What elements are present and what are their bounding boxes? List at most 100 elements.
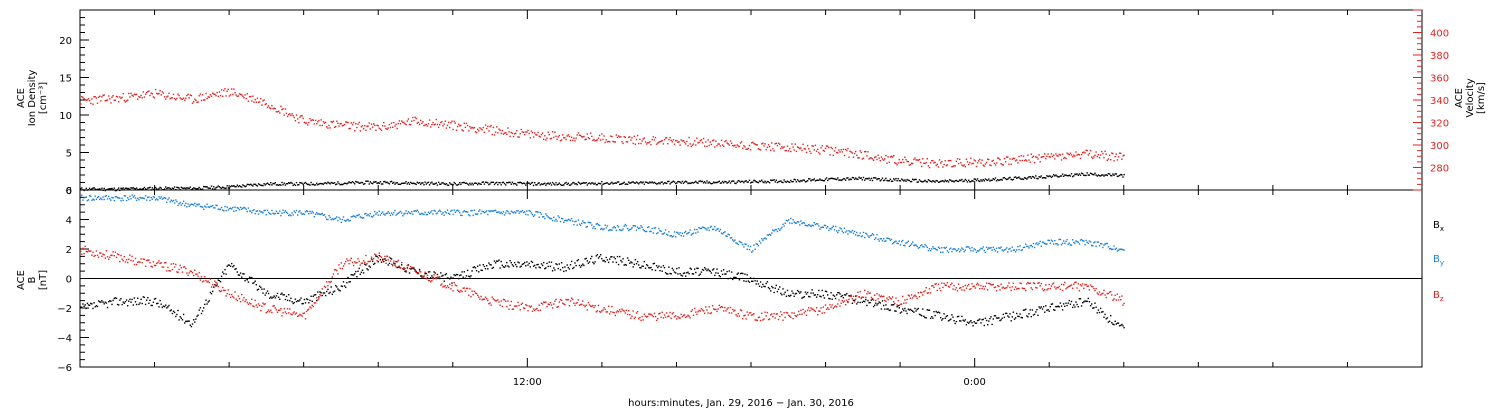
data-point xyxy=(354,261,356,263)
data-point xyxy=(1074,306,1076,308)
data-point xyxy=(891,242,894,245)
data-point xyxy=(507,182,509,184)
data-point xyxy=(319,293,321,296)
data-point xyxy=(351,274,354,276)
data-point xyxy=(932,160,934,162)
data-point xyxy=(1077,283,1079,285)
data-point xyxy=(801,149,803,152)
data-point xyxy=(1014,317,1017,319)
data-point xyxy=(1072,287,1074,289)
data-point xyxy=(759,149,762,151)
data-point xyxy=(987,248,989,250)
data-point xyxy=(163,96,166,98)
data-point xyxy=(409,212,412,215)
data-point xyxy=(1014,160,1017,162)
data-point xyxy=(702,182,705,184)
data-point xyxy=(947,251,950,254)
data-point xyxy=(108,195,110,198)
data-point xyxy=(588,182,591,184)
data-point xyxy=(139,196,141,199)
data-point xyxy=(238,298,241,300)
data-point xyxy=(413,266,415,269)
data-point xyxy=(445,287,448,289)
data-point xyxy=(671,236,673,238)
data-point xyxy=(519,210,521,213)
x-tick-label: 0:00 xyxy=(963,377,985,388)
data-point xyxy=(951,250,953,253)
data-point xyxy=(88,250,91,252)
data-point xyxy=(643,260,645,263)
data-point xyxy=(548,217,550,219)
data-point xyxy=(883,238,885,240)
data-point xyxy=(404,212,406,215)
data-point xyxy=(715,272,717,274)
data-point xyxy=(279,298,281,300)
data-point xyxy=(780,311,782,313)
data-point xyxy=(322,214,325,216)
data-point xyxy=(519,309,521,311)
data-point xyxy=(86,189,89,191)
data-point xyxy=(694,268,696,270)
data-point xyxy=(866,233,868,235)
data-point xyxy=(1086,172,1088,174)
data-point xyxy=(586,133,588,135)
data-point xyxy=(129,188,131,191)
data-point xyxy=(695,271,697,274)
data-point xyxy=(1087,154,1089,156)
data-point xyxy=(801,180,803,182)
data-point xyxy=(540,263,543,265)
data-point xyxy=(258,183,261,186)
data-point xyxy=(1096,175,1098,177)
data-point xyxy=(357,123,359,125)
data-point xyxy=(926,309,928,311)
data-point xyxy=(910,309,913,312)
data-point xyxy=(220,206,223,209)
data-point xyxy=(1051,155,1054,158)
data-point xyxy=(428,184,431,186)
data-point xyxy=(960,179,962,182)
data-point xyxy=(546,262,548,265)
data-point xyxy=(833,150,836,152)
data-point xyxy=(705,141,707,143)
data-point xyxy=(1026,245,1028,247)
data-point xyxy=(1107,246,1110,248)
y-tick-label-right: 380 xyxy=(1430,51,1449,62)
data-point xyxy=(223,289,225,292)
data-point xyxy=(903,161,905,164)
data-point xyxy=(1006,312,1008,315)
data-point xyxy=(629,136,631,138)
data-point xyxy=(555,263,557,265)
data-point xyxy=(150,265,152,267)
data-point xyxy=(246,279,248,281)
data-point xyxy=(517,210,519,212)
data-point xyxy=(215,285,217,287)
data-point xyxy=(452,213,454,216)
data-point xyxy=(738,180,741,182)
data-point xyxy=(459,125,461,127)
data-point xyxy=(936,163,938,166)
data-point xyxy=(304,181,307,184)
data-point xyxy=(764,143,766,145)
data-point xyxy=(567,134,569,136)
data-point xyxy=(92,307,94,310)
data-point xyxy=(1036,156,1038,159)
data-point xyxy=(517,261,519,263)
data-point xyxy=(604,182,606,185)
data-point xyxy=(912,162,914,165)
data-point xyxy=(431,210,433,212)
data-point xyxy=(770,179,772,181)
data-point xyxy=(219,290,222,293)
data-point xyxy=(464,182,467,184)
data-point xyxy=(285,112,288,114)
data-point xyxy=(867,235,869,237)
data-point xyxy=(1068,299,1070,302)
data-point xyxy=(919,245,922,247)
data-point xyxy=(1010,163,1012,165)
data-point xyxy=(840,179,842,182)
data-point xyxy=(478,271,480,273)
data-point xyxy=(827,226,829,228)
data-point xyxy=(1031,175,1034,178)
data-point xyxy=(252,305,254,307)
data-point xyxy=(927,249,930,252)
data-point xyxy=(858,176,860,178)
